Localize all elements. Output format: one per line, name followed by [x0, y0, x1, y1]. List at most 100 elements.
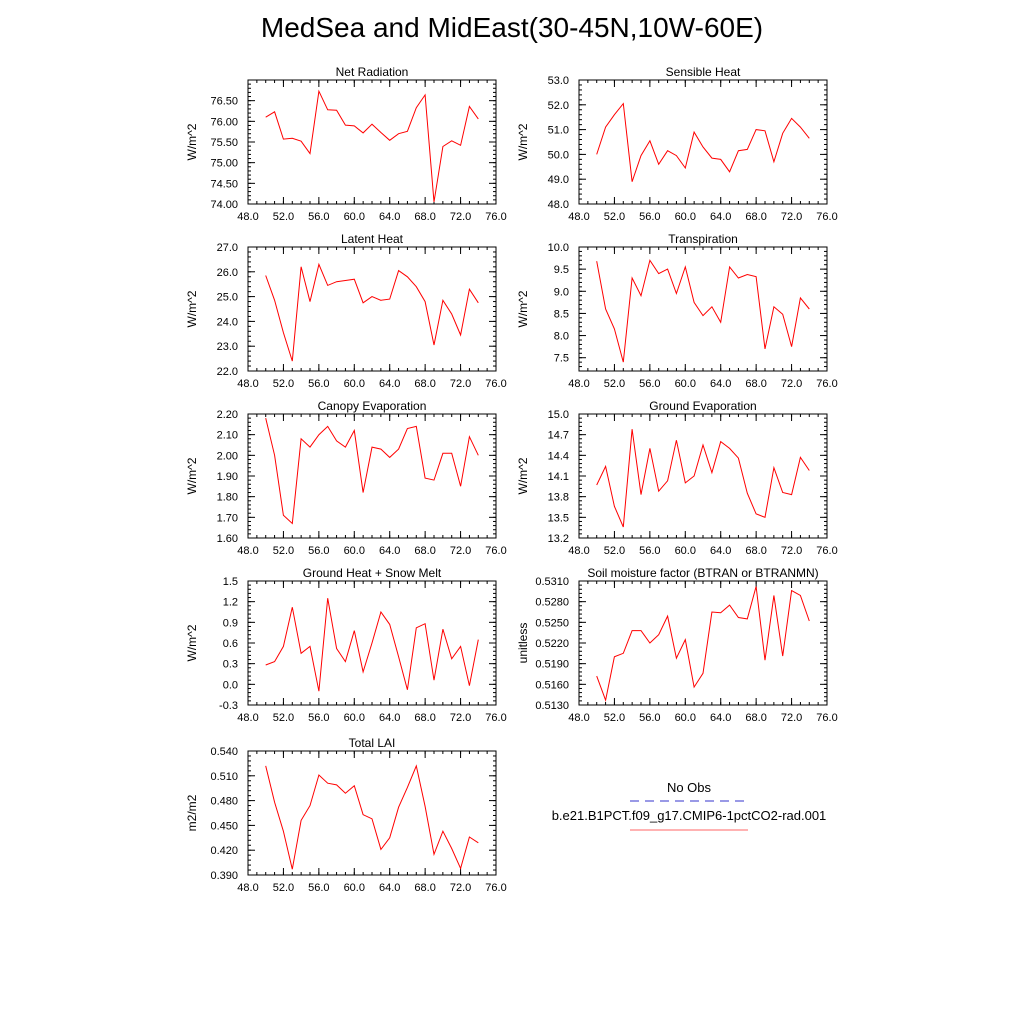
- y-tick-label: 1.80: [217, 492, 238, 504]
- x-tick-label: 76.0: [485, 712, 506, 724]
- series-line: [596, 259, 810, 363]
- panel-8: Soil moisture factor (BTRAN or BTRANMN) u…: [516, 566, 838, 724]
- plot-frame: [578, 580, 828, 706]
- panel-title: Canopy Evaporation: [318, 399, 427, 413]
- y-tick-label: 51.0: [548, 125, 569, 137]
- plot-frame: [247, 79, 497, 205]
- y-tick-label: 76.50: [210, 96, 238, 108]
- y-tick-label: 75.50: [210, 137, 238, 149]
- x-tick-label: 68.0: [745, 378, 766, 390]
- y-tick-label: 74.00: [210, 199, 238, 211]
- x-tick-label: 76.0: [485, 882, 506, 894]
- panel-6: Ground Evaporation W/m^2 48.0 52.0 56.0 60.0 6…: [516, 399, 838, 557]
- x-tick-label: 48.0: [237, 211, 258, 223]
- x-tick-label: 68.0: [414, 211, 435, 223]
- x-tick-label: 72.0: [781, 378, 802, 390]
- y-tick-label: 27.0: [217, 242, 238, 254]
- y-tick-label: 74.50: [210, 178, 238, 190]
- y-tick-label: 24.0: [217, 316, 238, 328]
- series-line: [265, 417, 479, 525]
- x-tick-label: 76.0: [816, 545, 837, 557]
- plot-frame: [247, 413, 497, 539]
- legend-label-model-run: b.e21.B1PCT.f09_g17.CMIP6-1pctCO2-rad.00…: [552, 808, 827, 823]
- x-tick-label: 52.0: [273, 545, 294, 557]
- x-tick-label: 76.0: [816, 211, 837, 223]
- panel-title: Ground Heat + Snow Melt: [303, 566, 442, 580]
- panel-title: Transpiration: [668, 232, 738, 246]
- y-tick-label: 9.5: [554, 264, 569, 276]
- x-tick-label: 52.0: [604, 712, 625, 724]
- y-tick-label: 0.5130: [535, 700, 569, 712]
- panel-1: Net Radiation W/m^2 48.0 52.0 56.0 60.0 64.0 68…: [185, 65, 507, 223]
- x-tick-label: 60.0: [344, 378, 365, 390]
- x-tick-label: 72.0: [781, 545, 802, 557]
- x-tick-label: 52.0: [604, 378, 625, 390]
- y-tick-label: 50.0: [548, 149, 569, 161]
- x-tick-label: 72.0: [450, 712, 471, 724]
- panel-3: Latent Heat W/m^2 48.0 52.0 56.0 60.0 64.0 68.0…: [185, 232, 507, 390]
- panel-9: Total LAI m2/m2 48.0 52.0 56.0 60.0 64.0 68.0 72…: [185, 736, 507, 894]
- x-tick-label: 60.0: [344, 211, 365, 223]
- x-tick-label: 60.0: [675, 545, 696, 557]
- y-tick-label: 0.5310: [535, 576, 569, 588]
- y-tick-label: 15.0: [548, 409, 569, 421]
- plot-frame: [578, 413, 828, 539]
- x-tick-label: 56.0: [308, 712, 329, 724]
- x-tick-label: 48.0: [568, 545, 589, 557]
- x-tick-label: 60.0: [675, 211, 696, 223]
- y-tick-label: 0.510: [210, 771, 238, 783]
- x-tick-label: 48.0: [237, 545, 258, 557]
- x-tick-label: 64.0: [379, 545, 400, 557]
- y-tick-label: 76.00: [210, 116, 238, 128]
- x-tick-label: 56.0: [308, 211, 329, 223]
- y-tick-label: 25.0: [217, 292, 238, 304]
- y-tick-label: 14.7: [548, 430, 569, 442]
- x-tick-label: 68.0: [414, 882, 435, 894]
- y-tick-label: 1.5: [223, 576, 238, 588]
- figure-title: MedSea and MidEast(30-45N,10W-60E): [260, 12, 764, 43]
- x-tick-label: 76.0: [485, 545, 506, 557]
- panel-title: Ground Evaporation: [649, 399, 756, 413]
- x-tick-label: 68.0: [414, 712, 435, 724]
- y-axis-label: W/m^2: [516, 457, 530, 494]
- panel-title: Latent Heat: [341, 232, 404, 246]
- y-axis-label: unitless: [516, 623, 530, 664]
- x-tick-label: 64.0: [379, 378, 400, 390]
- legend-label-no-obs: No Obs: [667, 780, 712, 795]
- y-tick-label: 75.00: [210, 158, 238, 170]
- x-tick-label: 48.0: [237, 378, 258, 390]
- x-tick-label: 60.0: [344, 545, 365, 557]
- x-tick-label: 64.0: [379, 882, 400, 894]
- x-tick-label: 56.0: [639, 712, 660, 724]
- series-line: [596, 586, 810, 703]
- series-line: [265, 764, 479, 870]
- series-line: [265, 89, 479, 202]
- series-line: [265, 262, 479, 362]
- y-tick-label: 0.480: [210, 796, 238, 808]
- y-tick-label: 14.1: [548, 471, 569, 483]
- x-tick-label: 64.0: [379, 712, 400, 724]
- panel-title: Soil moisture factor (BTRAN or BTRANMN): [587, 566, 818, 580]
- x-tick-label: 48.0: [237, 712, 258, 724]
- y-tick-label: 13.5: [548, 512, 569, 524]
- y-tick-label: 48.0: [548, 199, 569, 211]
- x-tick-label: 48.0: [237, 882, 258, 894]
- x-tick-label: 68.0: [414, 378, 435, 390]
- y-axis-label: W/m^2: [516, 290, 530, 327]
- plot-frame: [578, 79, 828, 205]
- y-tick-label: 23.0: [217, 341, 238, 353]
- plot-frame: [578, 246, 828, 372]
- y-axis-label: W/m^2: [185, 123, 199, 160]
- y-tick-label: 0.0: [223, 679, 238, 691]
- x-tick-label: 64.0: [379, 211, 400, 223]
- x-tick-label: 52.0: [604, 545, 625, 557]
- y-tick-label: 14.4: [548, 450, 569, 462]
- y-axis-label: W/m^2: [185, 290, 199, 327]
- plot-frame: [247, 750, 497, 876]
- y-tick-label: 1.60: [217, 533, 238, 545]
- y-tick-label: 0.5220: [535, 638, 569, 650]
- x-tick-label: 68.0: [414, 545, 435, 557]
- x-tick-label: 52.0: [273, 712, 294, 724]
- y-tick-label: 0.9: [223, 617, 238, 629]
